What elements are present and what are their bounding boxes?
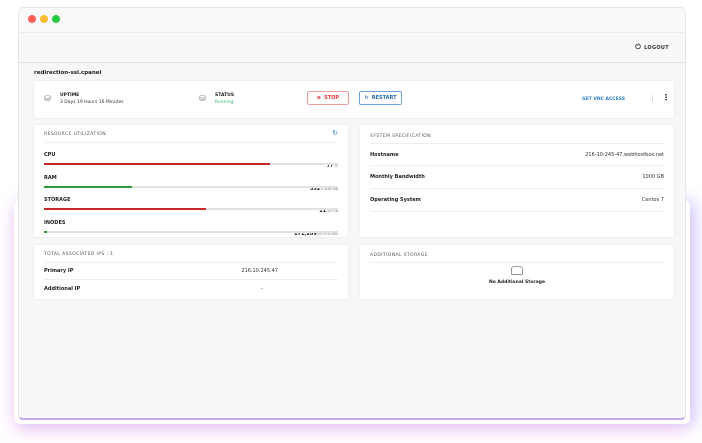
- resource-bar: [44, 163, 338, 165]
- status-label: STATUS: [215, 93, 235, 98]
- stop-icon: ⊗: [316, 95, 322, 101]
- uptime-label: UPTIME: [60, 93, 80, 98]
- logout-icon: ⏻: [635, 43, 642, 51]
- app-header: ⏻ LOGOUT: [19, 33, 685, 63]
- resource-unit: /20,970,464: [316, 231, 338, 236]
- resource-value: 552: [309, 185, 321, 192]
- resource-bar: [44, 185, 338, 188]
- app-window: ⏻ LOGOUT redirection-ssl.cpanel ⛁ UPTIME…: [18, 7, 686, 420]
- resource-unit: %: [333, 164, 338, 168]
- resource-row-storage: STORAGE 11/20 GB: [44, 197, 338, 214]
- resource-bar: [44, 208, 338, 210]
- more-options-icon[interactable]: ⋮: [662, 93, 670, 102]
- vnc-access-link[interactable]: GET VNC ACCESS: [582, 97, 625, 102]
- resource-value: 11: [319, 208, 327, 214]
- resource-bar-fill: [44, 208, 206, 210]
- spec-row: Monthly Bandwidth 1000 GB: [370, 166, 664, 189]
- close-button[interactable]: [28, 15, 36, 23]
- system-specification-card: SYSTEM SPECIFICATION Hostname 216-10-245-…: [360, 125, 674, 237]
- resource-utilization-card: RESOURCE UTILIZATION ↻ CPU 77 % RAM 552/…: [34, 125, 348, 237]
- resource-bar-fill: [44, 230, 47, 233]
- associated-ips-card: TOTAL ASSOCIATED IPs : 1 Primary IP 216.1…: [34, 245, 348, 299]
- resource-value: 171,209: [294, 230, 317, 237]
- ips-title: TOTAL ASSOCIATED IPs : 1: [44, 252, 114, 257]
- no-storage-message: No Additional Storage: [488, 280, 546, 285]
- spec-row: Operating System Centos 7: [370, 189, 664, 212]
- resource-row-cpu: CPU 77 %: [44, 152, 338, 169]
- ip-row: Additional IP -: [44, 286, 263, 292]
- resource-row-ram: RAM 552/1,838 MB: [44, 174, 338, 192]
- stop-button[interactable]: ⊗ STOP: [307, 91, 349, 105]
- system-title: SYSTEM SPECIFICATION: [370, 134, 432, 139]
- title-bar: [19, 8, 685, 33]
- additional-storage-card: ADDITIONAL STORAGE No Additional Storage: [360, 245, 674, 299]
- server-icon: ⛁: [199, 94, 206, 103]
- resource-unit: /1,838 MB: [320, 186, 338, 191]
- storage-title: ADDITIONAL STORAGE: [370, 253, 428, 258]
- resource-bar: [44, 230, 338, 233]
- resource-unit: /20 GB: [326, 209, 338, 213]
- resource-bar-fill: [44, 163, 271, 165]
- spec-row: Hostname 216-10-245-47.webhostbox.net: [370, 143, 664, 166]
- server-name: redirection-ssl.cpanel: [34, 70, 102, 76]
- resource-value: 77: [326, 163, 334, 169]
- refresh-icon: ↻: [364, 95, 369, 101]
- logout-button[interactable]: ⏻ LOGOUT: [635, 43, 669, 51]
- database-icon: ⛁: [44, 94, 51, 103]
- uptime-value: 3 Days 19 Hours 16 Minutes: [60, 100, 124, 105]
- resource-row-inodes: INODES 171,209/20,970,464: [44, 219, 338, 237]
- refresh-icon[interactable]: ↻: [332, 129, 338, 137]
- divider: [652, 95, 653, 102]
- maximize-button[interactable]: [52, 15, 60, 23]
- resource-title: RESOURCE UTILIZATION: [44, 132, 106, 137]
- minimize-button[interactable]: [40, 15, 48, 23]
- status-value: Running: [215, 100, 234, 105]
- restart-button[interactable]: ↻ RESTART: [359, 91, 402, 105]
- ip-row: Primary IP 216.10.245.47: [44, 262, 338, 280]
- hard-drive-icon: [511, 266, 523, 275]
- overview-card: ⛁ UPTIME 3 Days 19 Hours 16 Minutes ⛁ ST…: [34, 81, 674, 118]
- resource-bar-fill: [44, 185, 133, 188]
